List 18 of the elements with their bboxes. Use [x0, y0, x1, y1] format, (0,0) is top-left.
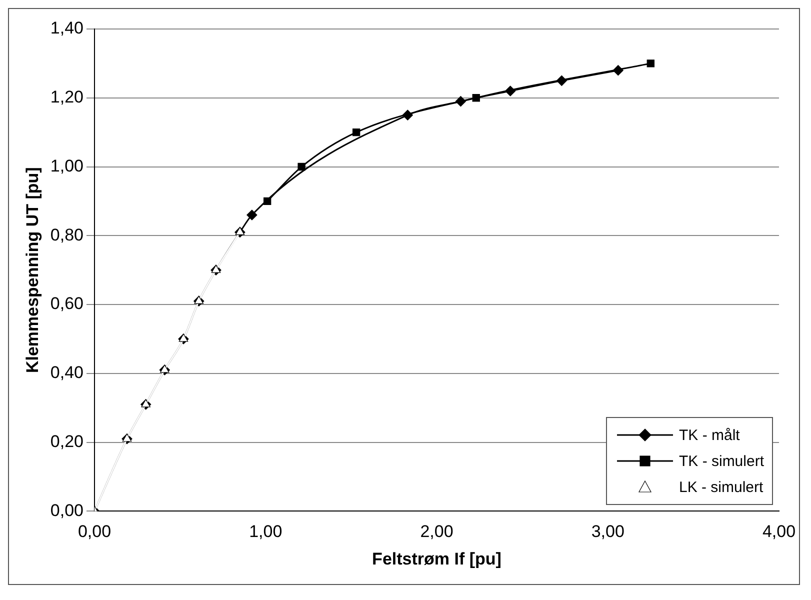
x-tick-label: 3,00 [591, 522, 624, 542]
legend-label: TK - simulert [678, 452, 764, 470]
y-tick-label: 1,00 [50, 156, 84, 176]
x-tick-label: 0,00 [78, 522, 112, 542]
legend-label: TK - målt [678, 426, 740, 444]
x-tick-label: 1,00 [249, 522, 282, 542]
y-tick-label: 0,00 [50, 500, 84, 520]
y-axis-title: Klemmespenning UT [pu] [22, 167, 42, 374]
y-tick-label: 0,60 [50, 294, 84, 314]
legend-label: LK - simulert [678, 478, 764, 496]
x-tick-label: 2,00 [420, 522, 454, 542]
x-tick-label: 4,00 [762, 522, 796, 542]
y-tick-label: 0,80 [50, 225, 84, 244]
y-tick-label: 1,40 [50, 18, 84, 38]
x-axis-title: Feltstrøm If [pu] [372, 549, 502, 568]
y-tick-label: 0,20 [50, 432, 84, 451]
y-tick-label: 0,40 [50, 363, 84, 382]
y-tick-label: 1,20 [50, 88, 84, 107]
